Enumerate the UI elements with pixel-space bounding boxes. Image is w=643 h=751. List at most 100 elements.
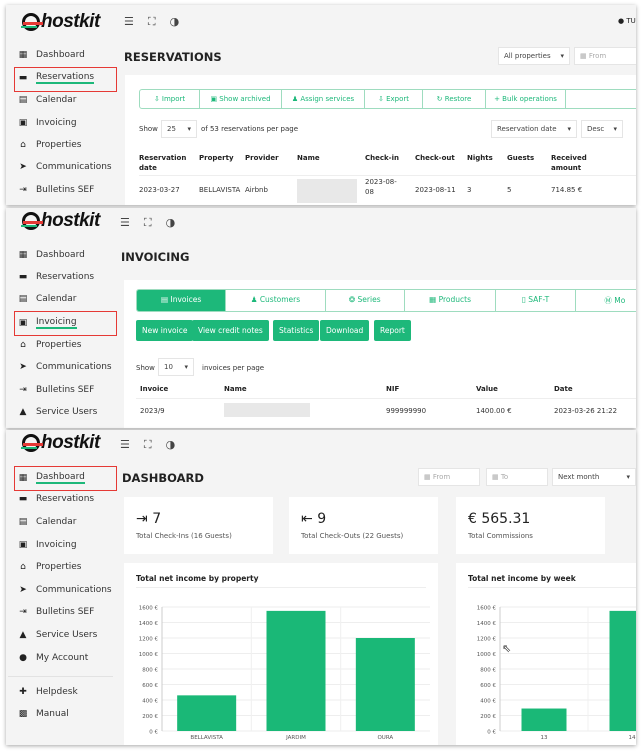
contrast-icon[interactable]: ◑ <box>165 438 176 451</box>
y-tick-label: 600 € <box>480 683 496 689</box>
column-header[interactable]: NIF <box>386 385 400 393</box>
action--bulk-operations[interactable]: + Bulk operations <box>486 90 566 108</box>
sidebar-item-properties[interactable]: ⌂ Properties <box>18 562 81 572</box>
y-tick-label: 800 € <box>142 668 158 674</box>
y-tick-label: 600 € <box>142 683 158 689</box>
column-header[interactable]: Property <box>199 154 234 162</box>
report-button[interactable]: Report <box>374 320 411 341</box>
sidebar-item-invoicing[interactable]: ▣ Invoicing <box>18 317 77 329</box>
column-header[interactable]: Provider <box>245 154 279 162</box>
send-icon: ➤ <box>19 585 27 595</box>
column-header[interactable]: Value <box>476 385 498 393</box>
tab-saf-t[interactable]: ▯ SAF-T <box>496 290 576 311</box>
menu-icon[interactable]: ☰ <box>120 438 130 451</box>
column-header[interactable]: Check-in <box>365 154 399 162</box>
sidebar-item-communications[interactable]: ➤ Communications <box>19 362 112 372</box>
sidebar-item-communications[interactable]: ➤ Communications <box>19 162 112 172</box>
sidebar-item-bulletins-sef[interactable]: ⇥ Bulletins SEF <box>19 185 95 195</box>
cell-provider: Airbnb <box>245 186 268 194</box>
sidebar-item-bulletins-sef[interactable]: ⇥ Bulletins SEF <box>19 385 95 395</box>
period-select[interactable]: Next month ▾ <box>552 468 636 486</box>
home-icon: ⌂ <box>20 562 26 572</box>
x-tick-label: 14 <box>629 735 636 741</box>
column-header[interactable]: Reservation date <box>139 154 187 172</box>
sort-by-select[interactable]: Reservation date ▾ <box>491 120 577 138</box>
cell-nights: 3 <box>467 186 472 194</box>
column-header[interactable]: Guests <box>507 154 535 162</box>
income-by-property-card: Total net income by property 0 €200 €400… <box>124 563 438 745</box>
sidebar-item-dashboard[interactable]: ▦ Dashboard <box>18 472 85 484</box>
hostkit-logo[interactable]: hostkit <box>21 210 100 232</box>
sidebar-item-calendar[interactable]: ▤ Calendar <box>18 517 77 527</box>
from-date-input[interactable]: ▦ From <box>418 468 480 486</box>
x-tick-label: BELLAVISTA <box>190 735 223 741</box>
tab-customers[interactable]: ♟ Customers <box>226 290 326 311</box>
statistics-button[interactable]: Statistics <box>273 320 320 341</box>
calendar-icon: ▤ <box>18 95 28 105</box>
column-header[interactable]: Nights <box>467 154 493 162</box>
sidebar-item-calendar[interactable]: ▤ Calendar <box>18 294 77 304</box>
contrast-icon[interactable]: ◑ <box>165 216 176 229</box>
action-restore[interactable]: ↻ Restore <box>423 90 486 108</box>
page-size-select[interactable]: 10 ▾ <box>158 358 194 376</box>
user-menu[interactable]: ● TU <box>618 17 636 25</box>
hostkit-logo[interactable]: hostkit <box>21 11 100 33</box>
column-header[interactable]: Date <box>554 385 573 393</box>
bar-13 <box>521 708 567 731</box>
y-tick-label: 1600 € <box>477 606 497 612</box>
tab-mo[interactable]: Ⓜ Mo <box>576 290 636 311</box>
sidebar-item-communications[interactable]: ➤ Communications <box>19 585 112 595</box>
sidebar-item-my-account[interactable]: ● My Account <box>19 653 89 663</box>
bed-icon: ▬ <box>18 494 28 504</box>
download-button[interactable]: Download <box>320 320 370 341</box>
cell-received: 714.85 € <box>551 186 583 194</box>
sidebar-item-service-users[interactable]: ▲ Service Users <box>19 407 98 417</box>
tab-series[interactable]: ❂ Series <box>326 290 405 311</box>
sidebar-item-service-users[interactable]: ▲ Service Users <box>19 630 98 640</box>
sidebar-item-invoicing[interactable]: ▣ Invoicing <box>18 118 77 128</box>
menu-icon[interactable]: ☰ <box>120 216 130 229</box>
action-show-archived[interactable]: ▣ Show archived <box>200 90 282 108</box>
action-export[interactable]: ⇩ Export <box>365 90 423 108</box>
fullscreen-icon[interactable]: ⛶ <box>147 15 156 28</box>
menu-icon[interactable]: ☰ <box>124 15 134 28</box>
stat-card: ⇥ 7 Total Check-Ins (16 Guests) <box>124 497 273 554</box>
fullscreen-icon[interactable]: ⛶ <box>143 438 152 451</box>
income-by-week-card: Total net income by week 0 €200 €400 €60… <box>456 563 636 745</box>
column-header[interactable]: Name <box>297 154 320 162</box>
sidebar-item-invoicing[interactable]: ▣ Invoicing <box>18 540 77 550</box>
column-header[interactable]: Check-out <box>415 154 455 162</box>
sort-order-select[interactable]: Desc ▾ <box>581 120 623 138</box>
invoicing-screenshot: hostkit ☰ ⛶ ◑ ▦ Dashboard ▬ Reservations ▤ Cale… <box>6 208 636 428</box>
page-size-select[interactable]: 25 ▾ <box>161 120 197 138</box>
view-credit-notes-button[interactable]: View credit notes <box>192 320 269 341</box>
property-filter[interactable]: All properties ▾ <box>498 47 570 65</box>
new-invoice-button[interactable]: New invoice <box>136 320 194 341</box>
sidebar-item-manual[interactable]: ▩ Manual <box>18 709 69 719</box>
tab-products[interactable]: ▦ Products <box>405 290 497 311</box>
sidebar-item-reservations[interactable]: ▬ Reservations <box>18 272 95 282</box>
sidebar-item-properties[interactable]: ⌂ Properties <box>18 340 81 350</box>
fullscreen-icon[interactable]: ⛶ <box>143 216 152 229</box>
to-date-input[interactable]: ▦ To <box>486 468 548 486</box>
sidebar-item-dashboard[interactable]: ▦ Dashboard <box>18 50 85 60</box>
sidebar-item-reservations[interactable]: ▬ Reservations <box>18 72 95 84</box>
from-date-input[interactable]: ▦ From <box>574 47 636 65</box>
sidebar-item-dashboard[interactable]: ▦ Dashboard <box>18 250 85 260</box>
sidebar-item-calendar[interactable]: ▤ Calendar <box>18 95 77 105</box>
column-header[interactable]: Received amount <box>551 154 587 172</box>
hostkit-logo[interactable]: hostkit <box>21 432 100 454</box>
action-assign-services[interactable]: ♟ Assign services <box>282 90 365 108</box>
tab-invoices[interactable]: ▤ Invoices <box>137 290 227 311</box>
stat-card: € 565.31 Total Commissions <box>456 497 605 554</box>
income-by-property-chart: 0 € 200 € 400 € 600 € 800 € 1000 € 1200 € 1400 … <box>139 606 430 741</box>
column-header[interactable]: Invoice <box>140 385 169 393</box>
sidebar-item-properties[interactable]: ⌂ Properties <box>18 140 81 150</box>
contrast-icon[interactable]: ◑ <box>169 15 180 28</box>
sidebar-item-reservations[interactable]: ▬ Reservations <box>18 494 95 504</box>
action-import[interactable]: ⇩ Import <box>140 90 200 108</box>
manual-icon: ▩ <box>18 709 28 719</box>
column-header[interactable]: Name <box>224 385 247 393</box>
sidebar-item-bulletins-sef[interactable]: ⇥ Bulletins SEF <box>19 607 95 617</box>
sidebar-item-helpdesk[interactable]: ✚ Helpdesk <box>19 687 78 697</box>
